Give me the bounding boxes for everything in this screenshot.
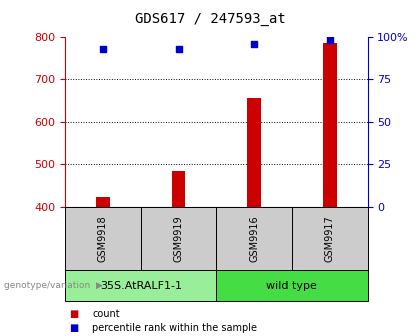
Text: 35S.AtRALF1-1: 35S.AtRALF1-1 (100, 281, 182, 291)
Bar (172, 171, 185, 207)
Text: GSM9919: GSM9919 (173, 215, 184, 262)
Bar (247, 98, 261, 207)
Point (100, 46, 106, 51)
Text: GSM9917: GSM9917 (325, 215, 335, 262)
Text: ■: ■ (69, 309, 79, 319)
Text: genotype/variation  ▶: genotype/variation ▶ (4, 281, 103, 290)
Point (251, 41, 257, 46)
Text: wild type: wild type (266, 281, 318, 291)
Bar (216, 207, 292, 270)
Bar (65, 270, 216, 301)
Text: ■: ■ (69, 323, 79, 333)
Bar (216, 270, 368, 301)
Text: GSM9916: GSM9916 (249, 215, 259, 262)
Point (175, 46, 182, 51)
Bar (292, 207, 368, 270)
Bar (96, 197, 110, 207)
Text: GDS617 / 247593_at: GDS617 / 247593_at (135, 12, 285, 26)
Text: percentile rank within the sample: percentile rank within the sample (92, 323, 257, 333)
Bar (141, 207, 216, 270)
Bar (65, 207, 141, 270)
Bar (323, 43, 336, 207)
Text: count: count (92, 309, 120, 319)
Text: GSM9918: GSM9918 (98, 215, 108, 262)
Point (326, 38, 333, 43)
